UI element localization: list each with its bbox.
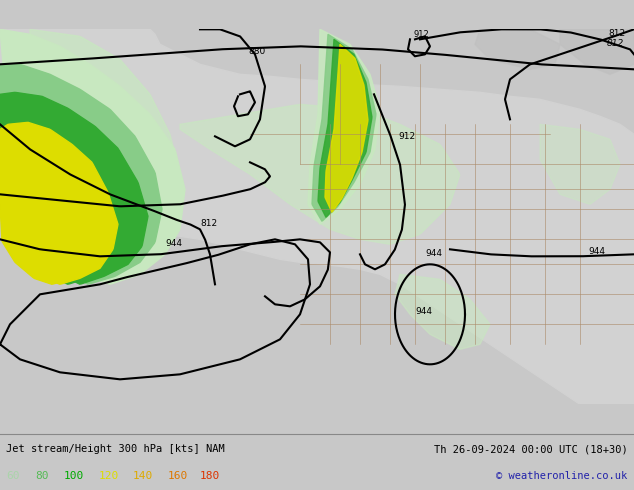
Text: 120: 120 (98, 471, 119, 481)
Polygon shape (0, 93, 148, 284)
Text: 160: 160 (168, 471, 188, 481)
Polygon shape (0, 64, 162, 284)
Polygon shape (312, 34, 376, 221)
Polygon shape (0, 132, 106, 284)
Text: 912: 912 (413, 30, 429, 39)
Text: Th 26-09-2024 00:00 UTC (18+30): Th 26-09-2024 00:00 UTC (18+30) (434, 444, 628, 454)
Polygon shape (0, 122, 118, 284)
Polygon shape (560, 29, 634, 74)
Polygon shape (0, 109, 130, 284)
Polygon shape (540, 124, 620, 204)
Polygon shape (30, 29, 180, 259)
Polygon shape (475, 29, 560, 69)
Polygon shape (0, 29, 150, 89)
Text: 812: 812 (607, 39, 624, 49)
Polygon shape (318, 39, 372, 217)
Polygon shape (395, 274, 489, 349)
Text: 140: 140 (133, 471, 153, 481)
Text: Jet stream/Height 300 hPa [kts] NAM: Jet stream/Height 300 hPa [kts] NAM (6, 444, 225, 454)
Text: © weatheronline.co.uk: © weatheronline.co.uk (496, 471, 628, 481)
Text: 812: 812 (200, 220, 217, 228)
Polygon shape (325, 44, 368, 212)
Polygon shape (0, 29, 634, 404)
Text: 912: 912 (398, 132, 415, 141)
Polygon shape (0, 29, 185, 284)
Polygon shape (180, 104, 460, 245)
Text: 880: 880 (248, 48, 265, 56)
Text: 944: 944 (588, 247, 605, 256)
Text: 180: 180 (200, 471, 220, 481)
Text: 944: 944 (415, 307, 432, 317)
Text: 100: 100 (63, 471, 84, 481)
Text: 60: 60 (6, 471, 20, 481)
Polygon shape (308, 29, 380, 224)
Text: 812: 812 (608, 29, 625, 38)
Text: 944: 944 (165, 239, 182, 248)
Text: 80: 80 (35, 471, 48, 481)
Text: 944: 944 (425, 249, 442, 258)
